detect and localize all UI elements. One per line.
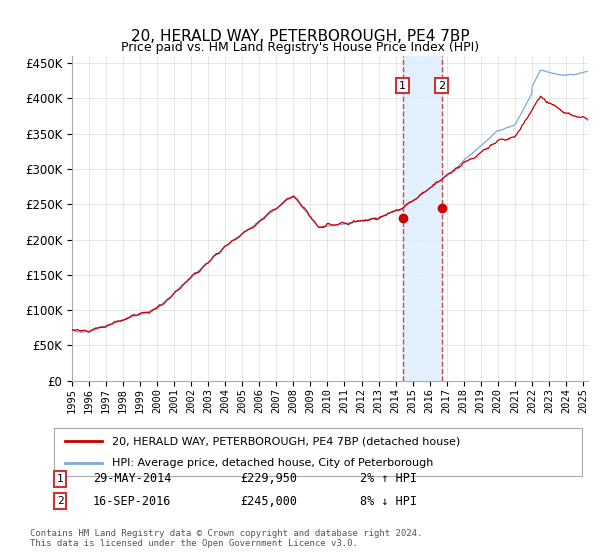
Text: £229,950: £229,950: [240, 472, 297, 486]
Text: 1: 1: [56, 474, 64, 484]
Text: 2% ↑ HPI: 2% ↑ HPI: [360, 472, 417, 486]
Text: 2: 2: [56, 496, 64, 506]
Text: 2: 2: [438, 81, 445, 91]
Text: Contains HM Land Registry data © Crown copyright and database right 2024.
This d: Contains HM Land Registry data © Crown c…: [30, 529, 422, 548]
Text: HPI: Average price, detached house, City of Peterborough: HPI: Average price, detached house, City…: [112, 458, 433, 468]
Text: £245,000: £245,000: [240, 494, 297, 508]
Text: Price paid vs. HM Land Registry's House Price Index (HPI): Price paid vs. HM Land Registry's House …: [121, 41, 479, 54]
Text: 20, HERALD WAY, PETERBOROUGH, PE4 7BP: 20, HERALD WAY, PETERBOROUGH, PE4 7BP: [131, 29, 469, 44]
Text: 20, HERALD WAY, PETERBOROUGH, PE4 7BP (detached house): 20, HERALD WAY, PETERBOROUGH, PE4 7BP (d…: [112, 436, 460, 446]
Text: 8% ↓ HPI: 8% ↓ HPI: [360, 494, 417, 508]
Text: 29-MAY-2014: 29-MAY-2014: [93, 472, 172, 486]
Text: 16-SEP-2016: 16-SEP-2016: [93, 494, 172, 508]
Bar: [403, 56, 442, 381]
Text: 1: 1: [399, 81, 406, 91]
